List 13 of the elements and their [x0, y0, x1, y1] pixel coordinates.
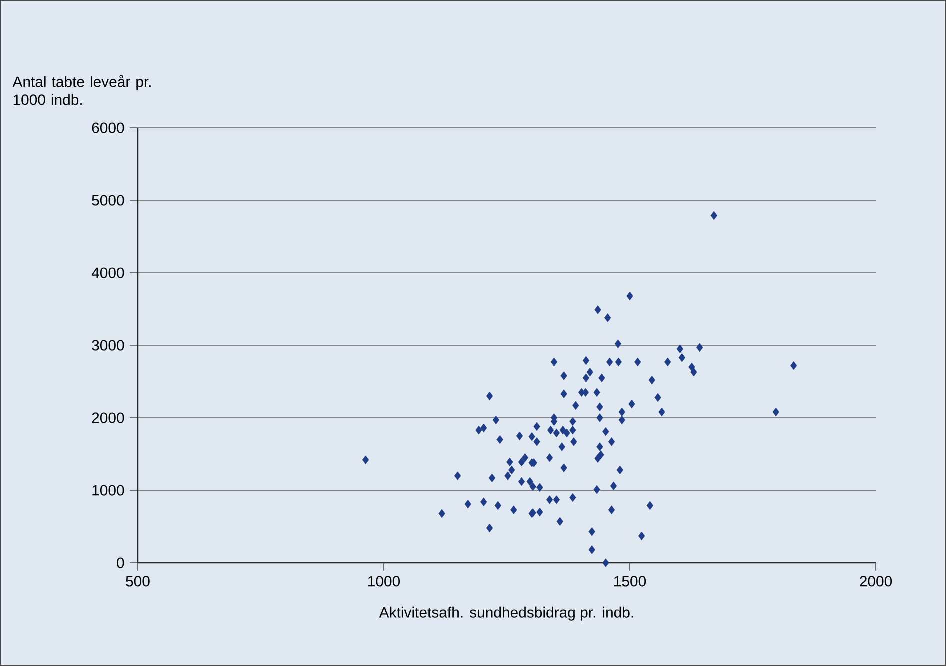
- y-tick-label: 1000: [92, 485, 124, 496]
- x-axis-title: Aktivitetsafh. sundhedsbidrag pr. indb.: [379, 606, 634, 621]
- y-tick-label: 2000: [92, 412, 124, 424]
- x-tick-label: 1500: [614, 576, 646, 587]
- y-tick-label: 6000: [92, 122, 124, 134]
- y-tick-label: 4000: [92, 268, 124, 278]
- x-tick-label: 2000: [860, 576, 892, 587]
- x-tick-label: 1000: [368, 576, 400, 587]
- y-tick-label: 5000: [92, 195, 124, 206]
- y-tick-label: 3000: [92, 340, 124, 351]
- y-tick-label: 0: [117, 558, 124, 568]
- y-axis-title: Antal tabte leveår pr. 1000 indb.: [12, 75, 151, 106]
- x-tick-label: 500: [126, 576, 150, 587]
